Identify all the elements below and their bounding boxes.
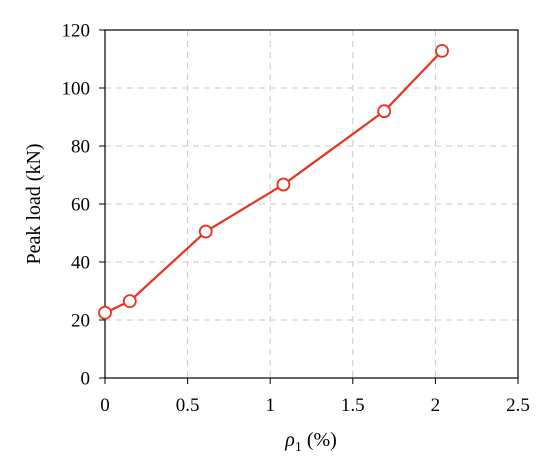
data-point [276, 177, 291, 192]
y-tick-label: 100 [62, 79, 91, 100]
series-line [104, 50, 443, 314]
y-tick-label: 20 [71, 311, 90, 332]
data-point [435, 43, 449, 58]
y-tick-label: 0 [81, 369, 91, 390]
y-tick-label: 60 [71, 195, 90, 216]
series-layer [98, 43, 449, 320]
axis-ticks: 0 0.5 1 1.5 2 2.5 0 20 40 60 80 100 120 [62, 21, 530, 417]
x-axis-title: ρ1 (%) [284, 429, 337, 455]
x-axis-title-symbol: ρ [284, 429, 295, 451]
x-tick-label: 1 [265, 395, 275, 416]
x-tick-label: 2.5 [506, 395, 530, 416]
data-point [122, 294, 137, 309]
x-tick-label: 0.5 [176, 395, 200, 416]
y-tick-label: 40 [71, 253, 90, 274]
plot-frame [104, 29, 519, 379]
x-tick-label: 1.5 [341, 395, 365, 416]
grid [105, 30, 518, 378]
data-point [98, 305, 112, 320]
x-tick-label: 0 [100, 395, 110, 416]
x-tick-label: 2 [431, 395, 441, 416]
data-point [198, 224, 213, 239]
x-axis-title-subscript: 1 [295, 440, 302, 455]
y-axis-title: Peak load (kN) [23, 143, 45, 264]
y-tick-label: 120 [62, 21, 91, 42]
data-point [377, 104, 392, 119]
y-tick-label: 80 [71, 137, 90, 158]
x-axis-title-unit: (%) [302, 429, 337, 451]
